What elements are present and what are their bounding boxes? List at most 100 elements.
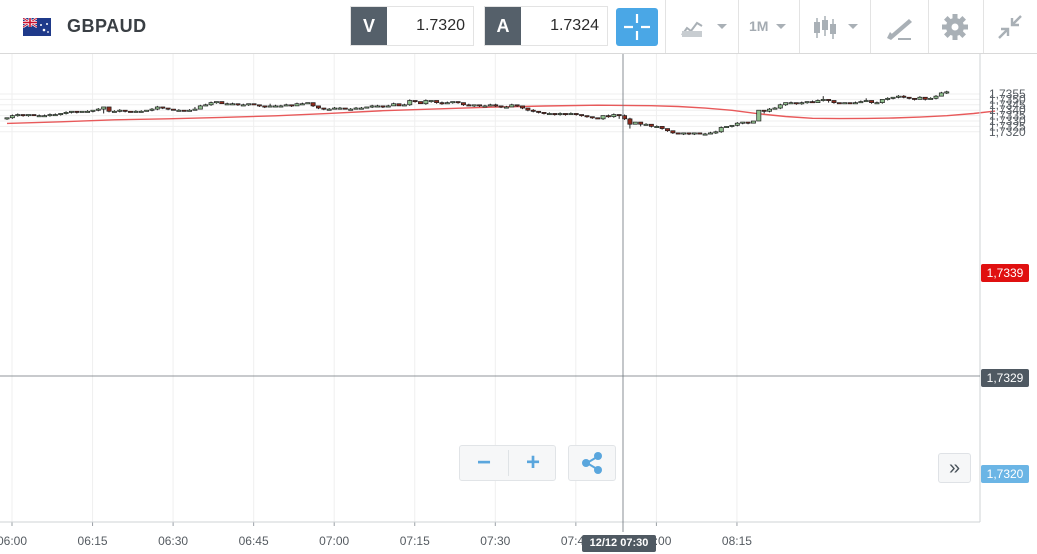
candle-up — [9, 114, 15, 119]
candle-body — [176, 109, 182, 112]
toolbar-separator — [738, 0, 739, 53]
candle-body — [332, 107, 338, 110]
candle-body — [138, 110, 144, 113]
candle-body — [133, 110, 139, 113]
x-tick-label: 07:30 — [480, 534, 510, 548]
candle-body — [171, 108, 176, 111]
candle-body — [423, 100, 429, 105]
candle-up — [407, 99, 413, 106]
candle-up — [428, 100, 434, 103]
candle-up — [783, 102, 789, 106]
timeframe-button[interactable] — [744, 8, 794, 46]
candle-up — [273, 104, 278, 108]
candle-up — [176, 109, 182, 112]
candle-up — [95, 108, 101, 112]
candle-body — [901, 95, 907, 98]
candle-up — [246, 103, 252, 106]
sell-price-label: 1,7320 — [981, 465, 1029, 483]
candle-body — [256, 104, 262, 107]
candle-body — [348, 108, 354, 111]
candle-body — [353, 107, 359, 110]
candle-up — [283, 103, 289, 107]
candle-down — [520, 105, 525, 110]
candle-body — [611, 114, 617, 118]
candle-body — [595, 117, 601, 120]
candle-up — [600, 115, 606, 120]
candle-body — [831, 100, 837, 103]
candle-body — [85, 110, 90, 113]
axes-layer: 1,73551,73501,73451,73401,73351,73301,73… — [0, 54, 1026, 548]
candle-down — [686, 132, 692, 136]
chart-type-button[interactable] — [676, 8, 732, 46]
candle-down — [552, 113, 558, 116]
scroll-to-latest-button[interactable]: » — [938, 453, 971, 483]
candlestick-icon — [814, 16, 858, 39]
candle-down — [541, 112, 547, 115]
drawing-tool-icon — [887, 19, 912, 40]
candle-body — [461, 102, 466, 106]
candle-body — [203, 104, 209, 107]
candle-down — [262, 105, 268, 109]
candle-body — [568, 113, 574, 115]
candle-up — [632, 121, 638, 125]
candle-body — [15, 114, 21, 117]
collapse-button[interactable] — [990, 8, 1030, 46]
x-tick-label: 07:15 — [400, 534, 430, 548]
candle-body — [4, 117, 10, 120]
candle-body — [933, 95, 939, 99]
candle-body — [412, 100, 418, 103]
candle-body — [863, 100, 869, 103]
candle-up — [788, 101, 794, 105]
candle-body — [708, 132, 713, 135]
candle-down — [616, 114, 622, 119]
sell-label: V — [351, 7, 387, 45]
zoom-out-button[interactable]: − — [476, 449, 491, 476]
settings-button[interactable] — [934, 8, 976, 46]
candle-body — [47, 114, 53, 117]
y-tick-label: 1,7350 — [989, 92, 1026, 106]
candle-up — [68, 110, 74, 114]
zoom-in-button[interactable]: + — [525, 449, 540, 476]
candle-up — [557, 112, 563, 116]
candle-body — [734, 122, 740, 126]
candle-body — [573, 113, 579, 115]
candle-down — [418, 101, 423, 105]
candle-body — [36, 115, 42, 118]
candle-body — [197, 105, 203, 110]
candle-down — [579, 114, 585, 117]
crosshair-price-label: 1,7329 — [981, 369, 1029, 387]
x-tick-label: 06:15 — [78, 534, 108, 548]
drawing-tools-button[interactable] — [878, 8, 920, 46]
candle-down — [256, 104, 262, 107]
candle-body — [546, 113, 552, 115]
candle-body — [482, 105, 488, 108]
candlestick-chart[interactable]: 1,73551,73501,73451,73401,73351,73301,73… — [0, 54, 1037, 554]
candle-up — [63, 111, 69, 115]
candle-up — [503, 105, 509, 109]
candle-up — [863, 98, 869, 103]
candle-body — [702, 133, 708, 136]
candle-up — [391, 102, 397, 107]
crosshair-button[interactable] — [616, 8, 658, 46]
candle-body — [761, 109, 767, 112]
candle-style-button[interactable] — [808, 8, 864, 46]
share-button[interactable] — [568, 445, 616, 481]
candle-body — [600, 115, 606, 120]
candle-down — [477, 104, 483, 107]
candle-up — [691, 132, 697, 136]
candle-down — [434, 100, 440, 104]
candle-up — [708, 131, 713, 135]
candle-body — [853, 102, 858, 105]
candle-down — [181, 109, 187, 112]
candle-body — [391, 103, 397, 107]
candle-body — [557, 113, 563, 115]
candle-up — [820, 96, 826, 102]
instrument-symbol[interactable]: GBPAUD — [67, 16, 147, 36]
candle-down — [869, 100, 875, 104]
sell-price-box[interactable]: V 1.7320 — [350, 6, 474, 46]
buy-price-box[interactable]: A 1.7324 — [484, 6, 608, 46]
candle-body — [520, 105, 525, 109]
candle-down — [514, 104, 520, 107]
candle-up — [767, 108, 772, 113]
candle-down — [697, 132, 703, 135]
